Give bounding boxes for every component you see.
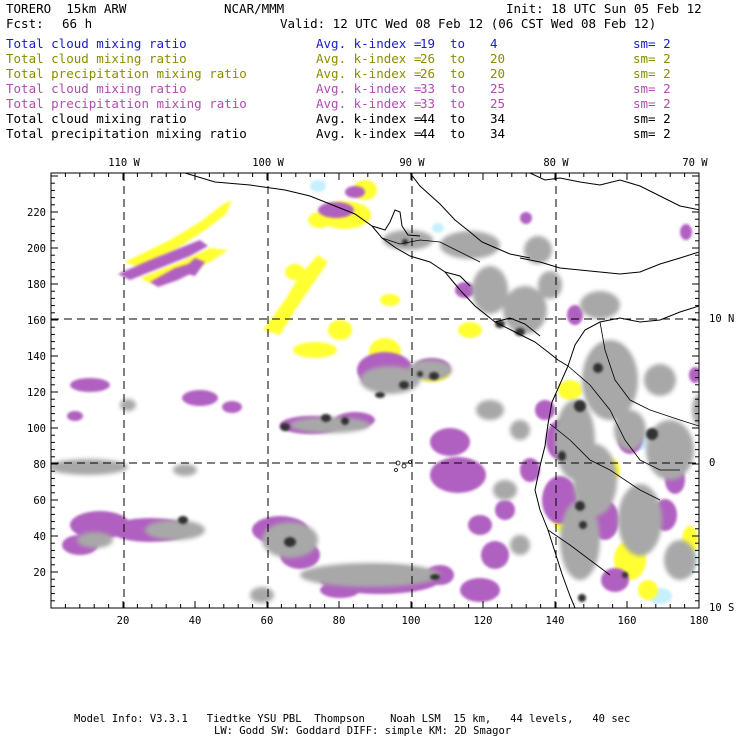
legend-from: 33 bbox=[420, 96, 436, 111]
dark-cloud-cores bbox=[178, 239, 658, 602]
init-time: Init: 18 UTC Sun 05 Feb 12 bbox=[506, 1, 702, 16]
legend-to: 25 bbox=[490, 81, 506, 96]
valid-time: Valid: 12 UTC Wed 08 Feb 12 (06 CST Wed … bbox=[280, 16, 657, 31]
legend-row: Total cloud mixing ratio Avg. k-index = 33… bbox=[6, 81, 734, 96]
legend-sm: sm= 2 bbox=[633, 81, 671, 96]
legend-to-word: to bbox=[450, 36, 466, 51]
legend-from: 33 bbox=[420, 81, 436, 96]
y-tick-label: 80 bbox=[33, 459, 46, 471]
legend-to-word: to bbox=[450, 51, 466, 66]
y-tick-label: 120 bbox=[27, 387, 46, 399]
legend-field: Total cloud mixing ratio bbox=[6, 111, 187, 126]
latitude-label: 10 N bbox=[709, 313, 734, 325]
legend-row: Total cloud mixing ratio Avg. k-index = 19… bbox=[6, 36, 734, 51]
legend-from: 19 bbox=[420, 36, 436, 51]
legend-kidx: Avg. k-index = bbox=[316, 66, 422, 81]
legend-sm: sm= 2 bbox=[633, 111, 671, 126]
legend-sm: sm= 2 bbox=[633, 126, 671, 141]
legend-row: Total precipitation mixing ratio Avg. k-i… bbox=[6, 126, 734, 141]
legend-row: Total cloud mixing ratio Avg. k-index = 26… bbox=[6, 51, 734, 66]
x-tick-label: 40 bbox=[189, 615, 202, 627]
legend-to-word: to bbox=[450, 66, 466, 81]
legend-row: Total cloud mixing ratio Avg. k-index = 44… bbox=[6, 111, 734, 126]
model-name: TORERO 15km ARW bbox=[6, 1, 127, 16]
y-tick-label: 200 bbox=[27, 243, 46, 255]
x-tick-label: 60 bbox=[261, 615, 274, 627]
legend-to: 25 bbox=[490, 96, 506, 111]
latitude-label: 10 S bbox=[709, 602, 734, 614]
x-tick-label: 160 bbox=[618, 615, 637, 627]
legend-sm: sm= 2 bbox=[633, 51, 671, 66]
legend-sm: sm= 2 bbox=[633, 36, 671, 51]
x-tick-label: 100 bbox=[402, 615, 421, 627]
longitude-label: 90 W bbox=[399, 157, 425, 169]
legend-kidx: Avg. k-index = bbox=[316, 51, 422, 66]
legend-to-word: to bbox=[450, 96, 466, 111]
y-tick-label: 60 bbox=[33, 495, 46, 507]
axis-ticks bbox=[50, 173, 700, 609]
legend-to-word: to bbox=[450, 111, 466, 126]
y-tick-label: 180 bbox=[27, 279, 46, 291]
y-tick-label: 100 bbox=[27, 423, 46, 435]
weather-map: 2040608010012014016018020022024026028030… bbox=[27, 157, 734, 627]
x-tick-label: 180 bbox=[690, 615, 709, 627]
longitude-label: 110 W bbox=[108, 157, 140, 169]
legend-to-word: to bbox=[450, 126, 466, 141]
legend-from: 44 bbox=[420, 126, 436, 141]
legend-kidx: Avg. k-index = bbox=[316, 111, 422, 126]
legend-field: Total precipitation mixing ratio bbox=[6, 66, 247, 81]
forecast-hour: 66 h bbox=[62, 16, 93, 31]
legend-kidx: Avg. k-index = bbox=[316, 126, 422, 141]
graticule bbox=[51, 173, 699, 608]
y-tick-label: 140 bbox=[27, 351, 46, 363]
legend-field: Total precipitation mixing ratio bbox=[6, 96, 247, 111]
organization: NCAR/MMM bbox=[224, 1, 285, 16]
model-info: Model Info: V3.3.1 Tiedtke YSU PBL Thomp… bbox=[74, 713, 631, 725]
legend-to: 34 bbox=[490, 111, 506, 126]
country-borders bbox=[381, 237, 699, 576]
legend-field: Total cloud mixing ratio bbox=[6, 81, 187, 96]
legend-to: 34 bbox=[490, 126, 506, 141]
x-tick-label: 20 bbox=[117, 615, 130, 627]
legend-sm: sm= 2 bbox=[633, 66, 671, 81]
legend-kidx: Avg. k-index = bbox=[316, 96, 422, 111]
forecast-label: Fcst: bbox=[6, 16, 44, 31]
axis-labels: 2040608010012014016018020022024026028030… bbox=[27, 157, 734, 627]
longitude-label: 70 W bbox=[682, 157, 708, 169]
y-tick-label: 220 bbox=[27, 207, 46, 219]
legend-kidx: Avg. k-index = bbox=[316, 36, 422, 51]
legend-field: Total cloud mixing ratio bbox=[6, 36, 187, 51]
legend-from: 44 bbox=[420, 111, 436, 126]
legend-field: Total cloud mixing ratio bbox=[6, 51, 187, 66]
longitude-label: 100 W bbox=[252, 157, 284, 169]
legend-to-word: to bbox=[450, 81, 466, 96]
x-tick-label: 120 bbox=[474, 615, 493, 627]
physics-info: LW: Godd SW: Goddard DIFF: simple KM: 2D… bbox=[214, 725, 512, 737]
legend-from: 26 bbox=[420, 51, 436, 66]
legend-from: 26 bbox=[420, 66, 436, 81]
legend-to: 4 bbox=[490, 36, 498, 51]
coastlines bbox=[184, 173, 699, 608]
latitude-label: 0 bbox=[709, 457, 715, 469]
x-tick-label: 80 bbox=[333, 615, 346, 627]
legend-to: 20 bbox=[490, 51, 506, 66]
y-tick-label: 40 bbox=[33, 531, 46, 543]
gray-cloud-layer bbox=[51, 230, 699, 603]
legend-row: Total precipitation mixing ratio Avg. k-i… bbox=[6, 66, 734, 81]
x-tick-label: 140 bbox=[546, 615, 565, 627]
y-tick-label: 20 bbox=[33, 567, 46, 579]
legend-field: Total precipitation mixing ratio bbox=[6, 126, 247, 141]
legend-sm: sm= 2 bbox=[633, 96, 671, 111]
y-tick-label: 160 bbox=[27, 315, 46, 327]
plot-frame bbox=[50, 172, 700, 609]
legend-to: 20 bbox=[490, 66, 506, 81]
longitude-label: 80 W bbox=[543, 157, 569, 169]
legend-kidx: Avg. k-index = bbox=[316, 81, 422, 96]
legend-row: Total precipitation mixing ratio Avg. k-i… bbox=[6, 96, 734, 111]
